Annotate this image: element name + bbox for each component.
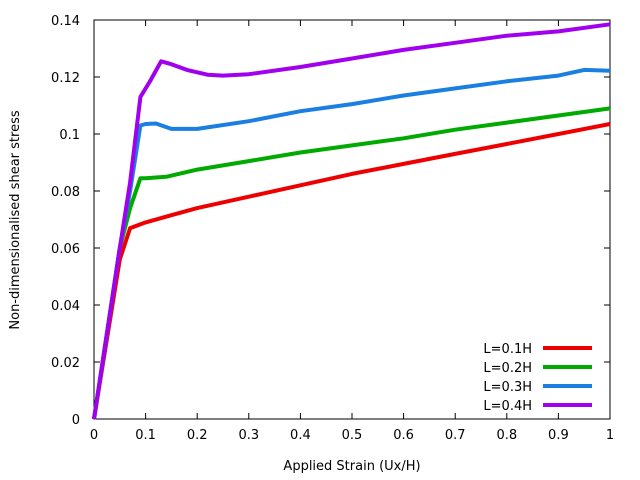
y-axis-label: Non-dimensionalised shear stress: [8, 110, 23, 329]
x-tick-label: 0.8: [496, 428, 517, 443]
x-tick-label: 0.5: [342, 428, 363, 443]
legend-label: L=0.2H: [483, 361, 532, 376]
x-tick-label: 0.2: [187, 428, 208, 443]
y-axis-ticks: 0 0.02 0.04 0.06 0.08 0.1 0.12 0.14: [51, 14, 610, 428]
y-tick-label: 0: [72, 413, 80, 428]
series-line-1: [92, 122, 611, 420]
y-tick-label: 0.06: [51, 242, 80, 257]
y-tick-label: 0.04: [51, 299, 80, 314]
series-layer: [92, 22, 611, 420]
x-tick-label: 0: [90, 428, 98, 443]
x-tick-label: 0.9: [548, 428, 569, 443]
x-tick-label: 0.6: [393, 428, 414, 443]
y-tick-label: 0.12: [51, 71, 80, 86]
series-line-4: [92, 22, 611, 420]
x-axis-label: Applied Strain (Ux/H): [283, 459, 420, 474]
x-tick-label: 0.7: [445, 428, 466, 443]
y-tick-label: 0.08: [51, 185, 80, 200]
series-line-3: [92, 67, 611, 420]
x-axis-ticks: 0 0.1 0.2 0.3 0.4 0.5 0.6 0.7 0.8 0.9 1: [90, 20, 614, 443]
legend-label: L=0.3H: [483, 380, 532, 395]
y-tick-label: 0.1: [59, 128, 80, 143]
x-tick-label: 0.3: [238, 428, 259, 443]
legend-label: L=0.4H: [483, 399, 532, 414]
x-tick-label: 0.4: [290, 428, 311, 443]
y-tick-label: 0.02: [51, 356, 80, 371]
y-tick-label: 0.14: [51, 14, 80, 29]
x-tick-label: 1: [606, 428, 614, 443]
legend: L=0.1H L=0.2H L=0.3H L=0.4H: [483, 342, 592, 414]
legend-label: L=0.1H: [483, 342, 532, 357]
series-line-2: [92, 106, 611, 420]
x-tick-label: 0.1: [135, 428, 156, 443]
